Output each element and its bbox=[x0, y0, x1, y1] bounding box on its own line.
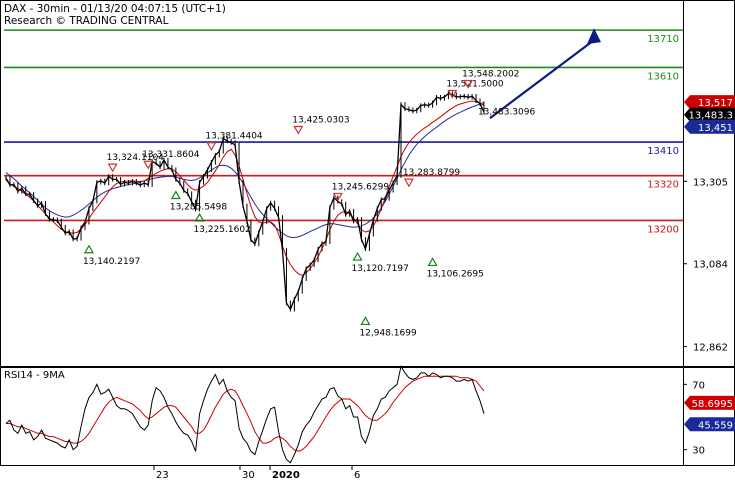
bottom-marker-13,120.7197 bbox=[352, 251, 363, 261]
axes-group: 13,305 13,084 12,862 13,517 13,483.313,451 70… bbox=[153, 95, 735, 481]
annotation-13,331.8604: 13,331.8604 bbox=[142, 150, 200, 160]
top-marker-13,548.2002 bbox=[463, 79, 474, 89]
rsi-badge-pointer bbox=[684, 395, 690, 410]
level-label-13710: 13710 bbox=[647, 34, 679, 45]
rsi-series-group bbox=[5, 365, 485, 464]
x-axis-label-30: 30 bbox=[242, 470, 255, 480]
bottom-marker-13,225.1602 bbox=[194, 212, 205, 222]
price-line bbox=[5, 92, 485, 311]
annotation-13,324.1104: 13,324.1104 bbox=[107, 153, 165, 163]
top-marker-13,425.0303 bbox=[293, 125, 304, 135]
level-label-13200: 13200 bbox=[647, 224, 679, 235]
annotation-13,283.8799: 13,283.8799 bbox=[403, 168, 461, 178]
annotation-13,106.2695: 13,106.2695 bbox=[427, 269, 484, 279]
rsi-badge-label-45.559: 45.559 bbox=[698, 420, 733, 431]
annotation-13,483.3096: 13,483.3096 bbox=[478, 108, 536, 118]
bottom-marker-13,106.2695 bbox=[427, 257, 438, 267]
price-axis-label-12,862: 12,862 bbox=[693, 343, 728, 354]
price-badge-label-13,451: 13,451 bbox=[698, 123, 733, 134]
research-credit: Research © TRADING CENTRAL bbox=[4, 15, 169, 27]
panel-frames bbox=[0, 0, 735, 466]
rsi-badge-58.6995 bbox=[690, 395, 735, 410]
x-axis-label-2020: 2020 bbox=[272, 470, 300, 480]
price-badge-13,483.3 bbox=[690, 107, 735, 122]
annotation-13,225.1602: 13,225.1602 bbox=[194, 225, 251, 235]
annotation-13,521.5000: 13,521.5000 bbox=[446, 79, 504, 89]
annotation-13,381.4404: 13,381.4404 bbox=[205, 132, 263, 142]
rsi-title: RSI14 - 9MA bbox=[4, 370, 65, 381]
annotation-13,245.6299: 13,245.6299 bbox=[332, 182, 390, 192]
rsi-axis-label-70: 70 bbox=[692, 380, 705, 391]
price-badge-pointer bbox=[684, 95, 690, 110]
x-axis-label-23: 23 bbox=[156, 470, 169, 480]
annotation-13,548.2002: 13,548.2002 bbox=[462, 70, 519, 80]
rsi-axis-label-30: 30 bbox=[692, 446, 705, 457]
top-marker-13,324.1104 bbox=[107, 163, 118, 173]
ma-fast-line bbox=[5, 100, 485, 276]
price-badge-label-13,517: 13,517 bbox=[698, 98, 733, 109]
price-series-group bbox=[5, 28, 601, 312]
level-label-13610: 13610 bbox=[647, 71, 679, 82]
rsi-badge-pointer bbox=[684, 417, 690, 432]
annotation-13,120.7197: 13,120.7197 bbox=[352, 264, 409, 274]
annotation-13,140.2197: 13,140.2197 bbox=[83, 257, 140, 267]
top-marker-13,381.4404 bbox=[206, 142, 217, 151]
forecast-arrow-shaft bbox=[489, 39, 595, 120]
rsi-ma-line bbox=[6, 375, 485, 452]
instrument-title: DAX - 30min - 01/13/20 04:07:15 (UTC+1) bbox=[4, 3, 226, 15]
annotation-12,948.1699: 12,948.1699 bbox=[359, 328, 417, 338]
rsi-badge-label-58.6995: 58.6995 bbox=[692, 399, 733, 410]
price-badge-pointer bbox=[684, 107, 690, 122]
price-badge-label-13,483.3: 13,483.3 bbox=[688, 111, 733, 122]
level-label-13320: 13320 bbox=[647, 180, 679, 191]
rsi-line bbox=[5, 365, 485, 464]
level-label-13410: 13410 bbox=[647, 146, 679, 157]
top-marker-13,331.8604 bbox=[143, 160, 154, 170]
price-axis-label-13,084: 13,084 bbox=[693, 260, 728, 271]
forecast-arrow-head bbox=[587, 28, 601, 45]
price-badge-13,451 bbox=[690, 119, 735, 134]
annotation-13,285.5498: 13,285.5498 bbox=[170, 203, 228, 213]
level-lines: 13710 13610 13410 13320 13200 bbox=[4, 29, 683, 235]
top-marker-13,245.6299 bbox=[332, 192, 343, 202]
top-marker-13,283.8799 bbox=[403, 178, 414, 188]
bottom-marker-13,285.5498 bbox=[170, 190, 181, 200]
price-badge-pointer bbox=[684, 119, 690, 134]
price-badge-13,517 bbox=[690, 95, 735, 110]
x-axis-label-6: 6 bbox=[354, 470, 360, 480]
rsi-badge-45.559 bbox=[690, 417, 735, 432]
top-marker-13,521.5000 bbox=[447, 89, 458, 99]
bottom-marker-13,140.2197 bbox=[83, 244, 94, 254]
annotation-13,425.0303: 13,425.0303 bbox=[292, 115, 349, 125]
bottom-marker-12,948.1699 bbox=[360, 316, 371, 326]
price-axis-label-13,305: 13,305 bbox=[693, 177, 728, 188]
